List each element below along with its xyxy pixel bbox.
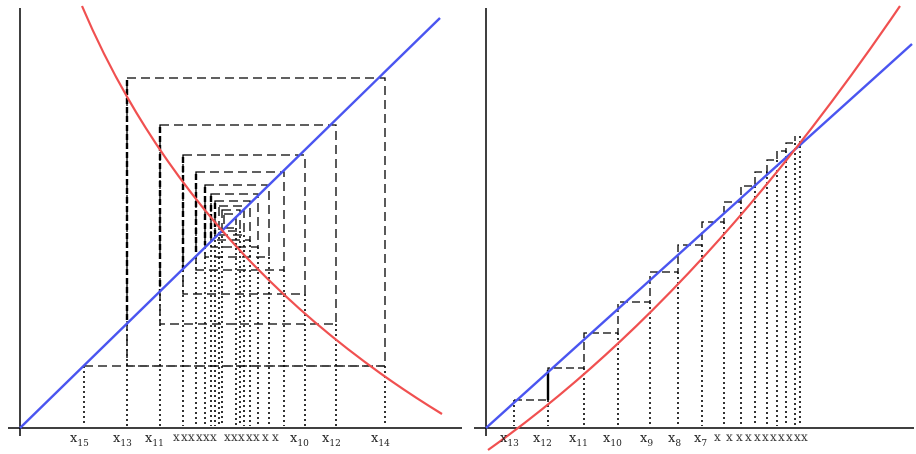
left-label-x15: x15 — [70, 431, 89, 449]
left-label-x14: x14 — [371, 431, 390, 449]
right-identity-line — [485, 43, 913, 429]
right-label-x8: x8 — [668, 431, 681, 449]
svg-text:x: x — [196, 430, 203, 444]
right-staircase — [514, 136, 796, 401]
left-label-x11: x11 — [145, 431, 164, 449]
svg-text:x: x — [188, 430, 195, 444]
svg-text:x: x — [210, 430, 217, 444]
left-decreasing-curve — [80, 5, 443, 415]
svg-text:x: x — [173, 430, 180, 444]
right-increasing-curve — [487, 5, 901, 451]
svg-text:x: x — [801, 430, 808, 444]
right-label-x12: x12 — [533, 431, 552, 449]
svg-text:x: x — [714, 430, 721, 444]
svg-text:x: x — [770, 430, 777, 444]
svg-text:x: x — [736, 430, 743, 444]
left-identity-line — [19, 17, 441, 429]
svg-text:x: x — [262, 430, 269, 444]
svg-text:x: x — [181, 430, 188, 444]
svg-text:x: x — [754, 430, 761, 444]
right-label-x13: x13 — [500, 431, 519, 449]
right-label-x10: x10 — [603, 431, 622, 449]
left-label-x12: x12 — [322, 431, 341, 449]
svg-text:x: x — [224, 430, 231, 444]
svg-text:x: x — [745, 430, 752, 444]
svg-text:x: x — [238, 430, 245, 444]
left-label-x13: x13 — [113, 431, 132, 449]
left-cobweb-thick — [125, 80, 217, 322]
left-drop-lines — [83, 228, 386, 426]
svg-text:x: x — [794, 430, 801, 444]
svg-text:x: x — [246, 430, 253, 444]
right-label-x9: x9 — [640, 431, 653, 449]
left-panel — [8, 5, 462, 436]
svg-text:x: x — [786, 430, 793, 444]
right-drop-lines — [513, 136, 801, 426]
right-panel — [474, 5, 914, 451]
svg-text:x: x — [272, 430, 279, 444]
right-label-x11: x11 — [569, 431, 588, 449]
svg-text:x: x — [726, 430, 733, 444]
svg-text:x: x — [231, 430, 238, 444]
left-cobweb-boxes — [126, 77, 386, 367]
svg-text:x: x — [778, 430, 785, 444]
left-label-x10: x10 — [290, 431, 309, 449]
svg-text:x: x — [762, 430, 769, 444]
svg-text:x: x — [203, 430, 210, 444]
right-label-x7: x7 — [694, 431, 707, 449]
svg-text:x: x — [253, 430, 260, 444]
